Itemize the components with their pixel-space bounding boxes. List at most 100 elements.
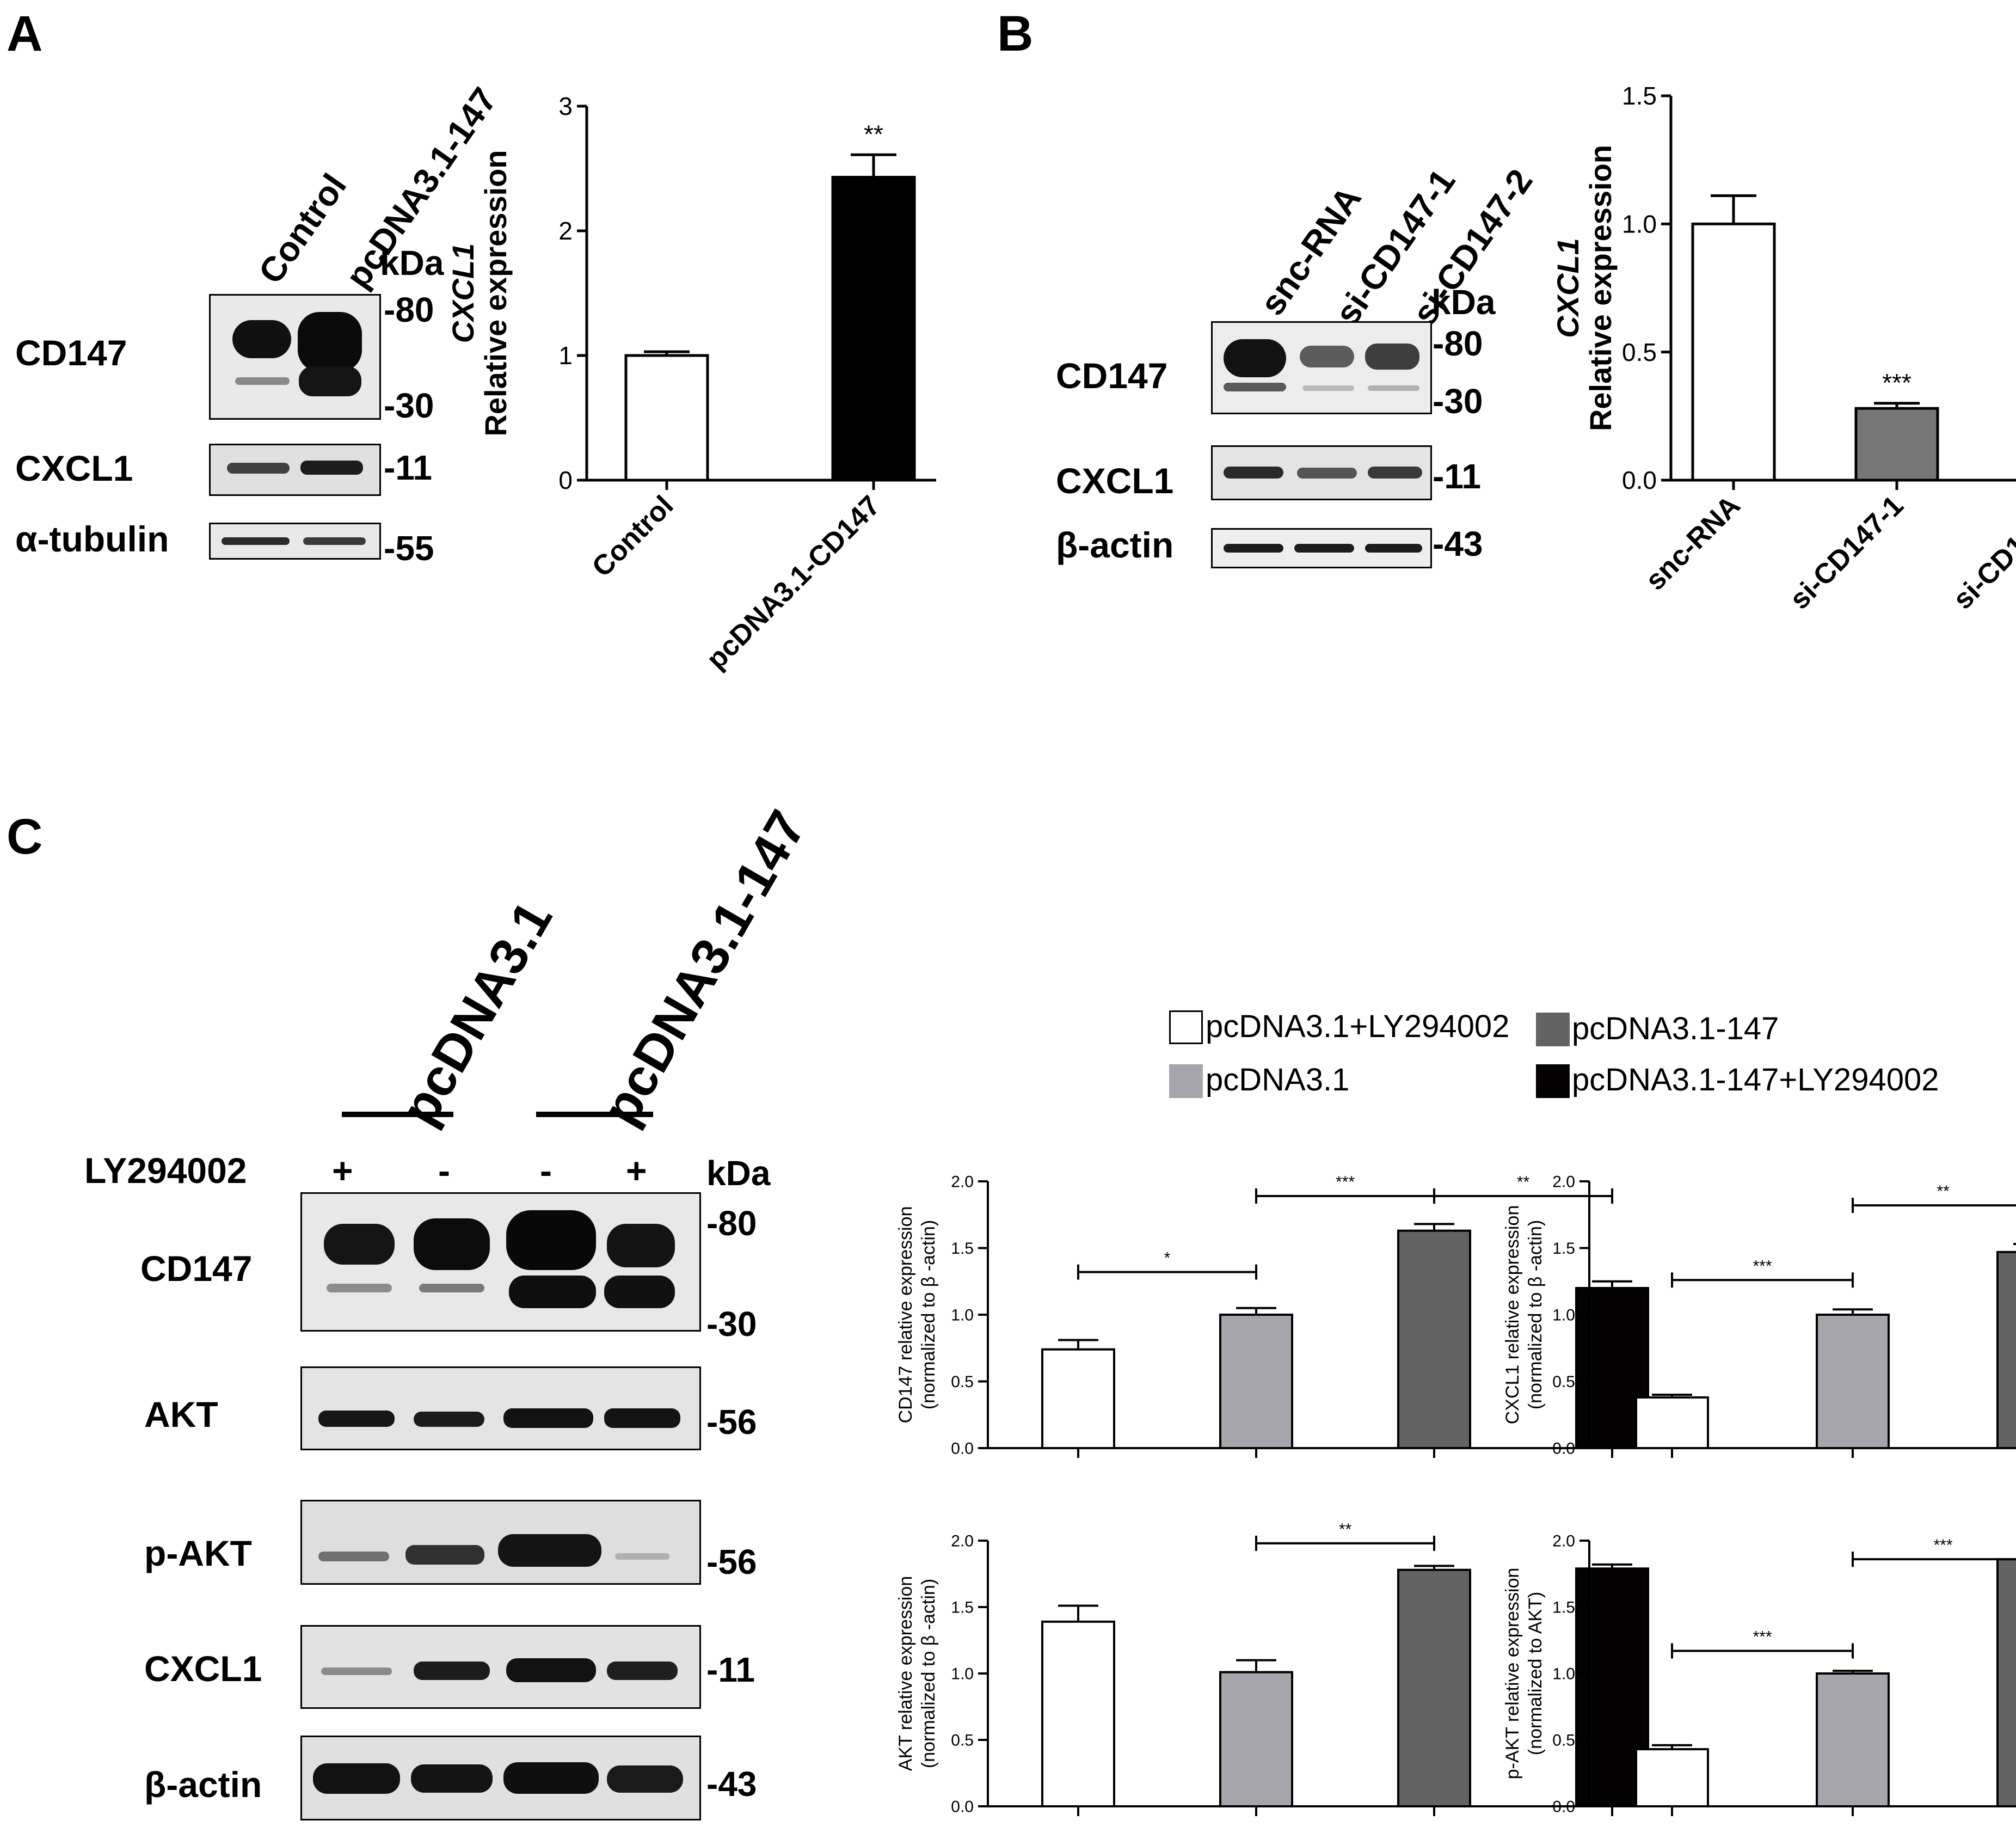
- blot-b-row-cd147: CD147: [1056, 355, 1168, 396]
- legend-swatch-3: [1536, 1013, 1570, 1046]
- chart-c1-bar-1: [1219, 1314, 1293, 1449]
- chart-b-bar-1: [1854, 407, 1939, 482]
- blot-a-marker-55: -55: [384, 529, 434, 568]
- legend-label-2: pcDNA3.1: [1206, 1062, 1350, 1098]
- blot-b-marker-80: -80: [1433, 324, 1483, 363]
- chart-c3-bar-3: [1575, 1567, 1649, 1807]
- chart-c4-bracket-label-1: ***: [1933, 1536, 1952, 1554]
- blot-b-cd147-image: [1211, 321, 1432, 414]
- chart-c4-bracket-label-0: ***: [1753, 1628, 1772, 1646]
- blot-c-cd147-image: [300, 1192, 701, 1332]
- chart-c3-ytick-label: 0.5: [951, 1732, 974, 1750]
- blot-b-kda: kDa: [1431, 283, 1496, 322]
- blot-a-kda: kDa: [380, 243, 444, 283]
- blot-c-group-pcdna147: pcDNA3.1-147: [591, 801, 818, 1135]
- chart-a-bar-0: [624, 354, 709, 482]
- chart-a-ytick-label: 1: [558, 341, 573, 370]
- chart-c3-bar-2: [1397, 1568, 1471, 1807]
- blot-a-row-cd147: CD147: [15, 333, 127, 373]
- chart-c4-ylabel-sub: (normalized to AKT): [1525, 1592, 1546, 1755]
- chart-c1-bracket-label-0: *: [1164, 1249, 1171, 1267]
- chart-a-significance-1: **: [864, 120, 883, 148]
- blot-b-row-actin: β-actin: [1056, 525, 1174, 565]
- blot-b-actin-image: [1211, 528, 1432, 568]
- blot-c-marker-56a: -56: [706, 1402, 757, 1442]
- chart-c1-ytick-label: 2.0: [951, 1173, 974, 1191]
- chart-c1-ytick-label: 1.0: [951, 1307, 974, 1325]
- blot-c-sign-3: -: [540, 1150, 552, 1191]
- chart-a-bar-1: [831, 176, 916, 482]
- chart-c2-ylabel: CXCL1 relative expression: [1502, 1205, 1523, 1425]
- blot-c-kda: kDa: [706, 1154, 771, 1193]
- chart-c1-bar-3: [1575, 1287, 1649, 1449]
- chart-c3-ylabel: AKT relative expression: [895, 1576, 916, 1771]
- chart-c3-ytick-label: 1.5: [951, 1599, 974, 1617]
- blot-c-group-pcdna: pcDNA3.1: [389, 891, 564, 1135]
- chart-c4-ytick-label: 0.0: [1552, 1798, 1575, 1816]
- chart-c1-bar-2: [1397, 1229, 1471, 1449]
- legend-swatch-4: [1536, 1064, 1570, 1098]
- chart-c4-bar-2: [1996, 1558, 2016, 1807]
- chart-c1-bar-0: [1041, 1348, 1115, 1449]
- legend-label-4: pcDNA3.1-147+LY294002: [1572, 1062, 1939, 1098]
- chart-c2-bracket-label-0: ***: [1753, 1257, 1772, 1275]
- blot-c-marker-11: -11: [706, 1650, 755, 1689]
- chart-c1-bracket-label-2: **: [1517, 1173, 1530, 1191]
- chart-c1-ytick-label: 0.5: [951, 1373, 974, 1391]
- chart-b-category-1: si-CD147-1: [1784, 489, 1909, 615]
- blot-c-sign-1: +: [332, 1150, 353, 1191]
- chart-c3-bracket-label-0: **: [1339, 1521, 1352, 1538]
- blot-b-cxcl1-image: [1211, 445, 1432, 500]
- chart-a-ytick-label: 3: [558, 92, 573, 120]
- chart-c1-ytick-label: 1.5: [951, 1240, 974, 1258]
- blot-c-group-bar-2: [536, 1112, 653, 1117]
- blot-c-row-akt: AKT: [144, 1394, 218, 1434]
- blot-c-treatment-label: LY294002: [84, 1150, 247, 1191]
- chart-a-category-1: pcDNA3.1-CD147: [700, 489, 886, 675]
- chart-c1-ytick-label: 0.0: [951, 1440, 974, 1458]
- chart-c2-ytick-label: 1.5: [1552, 1240, 1575, 1258]
- chart-c3-bar-0: [1041, 1620, 1115, 1808]
- chart-c4-bar-1: [1816, 1672, 1890, 1807]
- chart-c4-ytick-label: 2.0: [1552, 1532, 1575, 1550]
- chart-c3-ytick-label: 0.0: [951, 1798, 974, 1816]
- legend-label-1: pcDNA3.1+LY294002: [1206, 1009, 1510, 1044]
- chart-c4-bar-0: [1635, 1748, 1709, 1808]
- chart-c4-ylabel: p-AKT relative expression: [1502, 1568, 1523, 1780]
- blot-a-marker-11: -11: [384, 448, 432, 487]
- chart-c1-ylabel-sub: (normalized to β -actin): [918, 1220, 939, 1409]
- blot-c-actin-image: [300, 1736, 701, 1820]
- panel-label-a: A: [7, 6, 43, 62]
- chart-a-ytick-label: 2: [558, 217, 573, 245]
- chart-b-ytick-label: 1.5: [1622, 82, 1657, 110]
- blot-c-marker-56b: -56: [706, 1542, 757, 1581]
- blot-c-sign-4: +: [626, 1150, 647, 1191]
- chart-c2-bar-2: [1996, 1250, 2016, 1450]
- blot-a-marker-30: -30: [384, 386, 434, 425]
- blot-a-row-cxcl1: CXCL1: [15, 448, 133, 488]
- chart-c4-ytick-label: 0.5: [1552, 1732, 1575, 1750]
- chart-c2-bar-0: [1635, 1396, 1709, 1449]
- chart-c3-ylabel-sub: (normalized to β -actin): [918, 1579, 939, 1768]
- blot-c-row-cd147: CD147: [140, 1248, 253, 1289]
- blot-a-cd147-image: [209, 294, 381, 420]
- chart-c3-ytick-label: 2.0: [951, 1532, 974, 1550]
- blot-c-sign-2: -: [438, 1150, 450, 1191]
- blot-c-marker-43: -43: [706, 1764, 757, 1804]
- chart-b-ytick-label: 1.0: [1622, 210, 1657, 238]
- blot-c-marker-80: -80: [706, 1204, 757, 1243]
- legend-swatch-2: [1169, 1064, 1203, 1098]
- blot-a-marker-80: -80: [384, 290, 434, 329]
- blot-b-row-cxcl1: CXCL1: [1056, 461, 1174, 501]
- chart-c2-ytick-label: 2.0: [1552, 1173, 1575, 1191]
- blot-b-marker-43: -43: [1433, 524, 1483, 563]
- chart-b-category-0: snc-RNA: [1639, 489, 1746, 596]
- chart-c2-bracket-label-1: **: [1937, 1182, 1950, 1200]
- blot-c-pakt-image: [300, 1500, 701, 1585]
- blot-c-row-pakt: p-AKT: [144, 1533, 252, 1573]
- chart-c2-ytick-label: 0.0: [1552, 1440, 1575, 1458]
- blot-c-group-bar-1: [342, 1112, 453, 1117]
- blot-b-marker-11: -11: [1433, 457, 1481, 496]
- chart-c3-bar-1: [1219, 1671, 1293, 1808]
- chart-a-ylabel-gene: CXCL1: [446, 243, 480, 344]
